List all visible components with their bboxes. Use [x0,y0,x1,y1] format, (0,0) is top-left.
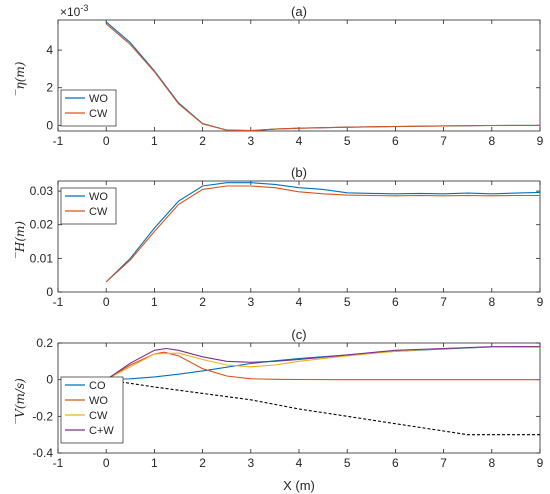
y-tick-label: -0.4 [32,446,53,460]
x-tick-label: 3 [247,134,254,148]
x-tick-label: 2 [199,295,206,309]
x-tick-label: 1 [151,134,158,148]
panel-3: (c) -1 0 1 2 3 4 5 6 7 8 9 -0.4 -0.2 0 0.2̅V(m/s) X (m) C… [13,327,544,493]
x-tick-label: -1 [53,295,64,309]
x-tick-label: 5 [344,134,351,148]
legend: WO CW [60,89,117,127]
series-line-cw [105,23,541,132]
x-tick-label: 8 [488,134,495,148]
x-tick-label: 7 [440,134,447,148]
x-tick-label: 9 [537,295,544,309]
x-tick-label: 4 [296,295,303,309]
x-tick-label: 6 [392,295,399,309]
y-exponent-label: ×10-3 [60,3,88,19]
x-tick-label: 2 [199,456,206,470]
x-tick-label: 1 [151,456,158,470]
x-tick-label: 4 [296,134,303,148]
y-axis-label: ̅H(m) [13,221,27,259]
legend-label: CO [89,380,106,392]
y-axis-label: ̅η(m) [13,61,27,95]
y-tick-label: 0.02 [30,218,54,232]
legend-label: C+W [89,425,114,437]
axes-box [57,180,541,293]
legend-label: CW [89,206,108,218]
panel-title: (b) [291,165,307,180]
x-tick-label: 5 [344,456,351,470]
series-line-wo [105,182,541,283]
legend-box [60,376,124,444]
x-tick-label: 3 [247,456,254,470]
legend-box [60,89,117,127]
x-tick-label: 6 [392,134,399,148]
legend-box [60,187,117,225]
x-tick-label: 9 [537,456,544,470]
x-tick-label: 0 [103,456,110,470]
x-tick-label: 7 [440,295,447,309]
y-tick-label: 2 [46,81,53,95]
x-tick-label: -1 [53,456,64,470]
y-tick-label: 0 [46,373,53,387]
x-tick-label: 6 [392,456,399,470]
y-tick-label: 0 [46,285,53,299]
x-tick-label: 3 [247,295,254,309]
panel-title: (a) [291,4,307,19]
legend: WO CW [60,187,117,225]
y-tick-label: 0.03 [30,184,54,198]
x-tick-label: 9 [537,134,544,148]
y-tick-label: 0 [46,118,53,132]
legend: CO WO CW C+W [60,376,124,444]
x-tick-label: 0 [103,295,110,309]
x-tick-label: -1 [53,134,64,148]
legend-label: CW [89,108,108,120]
x-tick-label: 0 [103,134,110,148]
legend-label: WO [89,395,108,407]
y-tick-label: 4 [46,43,53,57]
x-tick-label: 5 [344,295,351,309]
y-tick-label: -0.2 [32,409,53,423]
x-tick-label: 1 [151,295,158,309]
series-line-cw [105,185,540,283]
legend-label: WO [89,191,108,203]
x-tick-label: 4 [296,456,303,470]
axes-box [57,19,541,132]
y-axis-label: ̅V(m/s) [13,378,27,424]
x-axis-label: X (m) [283,478,315,493]
y-tick-label: 0.01 [30,251,54,265]
legend-label: CW [89,410,108,422]
x-tick-label: 8 [488,295,495,309]
legend-label: WO [89,93,108,105]
x-tick-label: 7 [440,456,447,470]
y-tick-label: 0.2 [36,336,53,350]
x-tick-label: 8 [488,456,495,470]
x-tick-label: 2 [199,134,206,148]
panel-title: (c) [291,327,306,342]
series-line-cw [105,346,540,381]
